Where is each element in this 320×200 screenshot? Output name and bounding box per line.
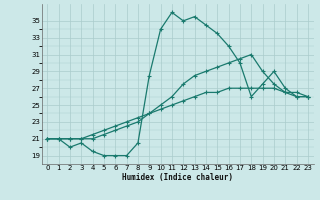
- X-axis label: Humidex (Indice chaleur): Humidex (Indice chaleur): [122, 173, 233, 182]
